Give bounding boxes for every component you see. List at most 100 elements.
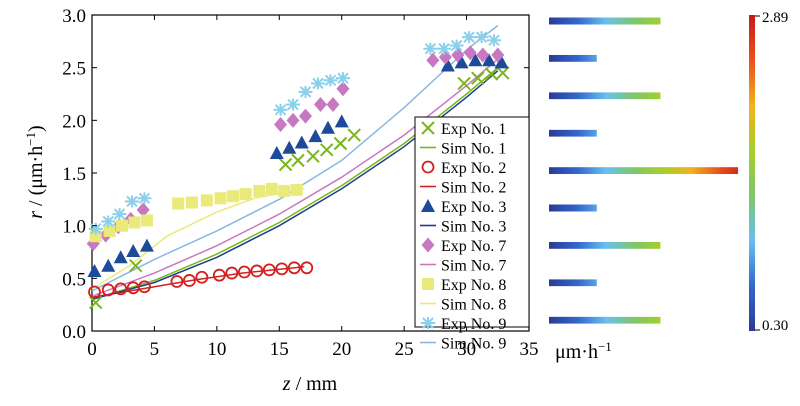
x-tick-label: 15 bbox=[270, 339, 289, 360]
data-point-exp-no-1-stroke-b bbox=[291, 153, 305, 168]
data-point-exp-no-9 bbox=[323, 74, 338, 87]
legend: Exp No. 1 Sim No. 1 Exp No. 2 Sim No. 2 Exp … bbox=[414, 116, 530, 353]
legend-label-exp-no-8: Exp No. 8 bbox=[441, 277, 506, 294]
data-point-exp-no-9 bbox=[449, 39, 464, 52]
data-point-exp-no-1 bbox=[128, 258, 143, 273]
data-point-exp-no-1 bbox=[278, 157, 293, 172]
data-point-exp-no-1-stroke-b bbox=[320, 143, 334, 157]
axis-ticks: 0 5 10 15 20 25 30 35 0.0 0.5 1.0 1.5 2.0 2.5 3.0 bbox=[62, 6, 538, 360]
data-point-exp-no-3 bbox=[126, 243, 141, 257]
data-point-exp-no-3 bbox=[320, 120, 335, 134]
data-point-exp-no-9 bbox=[286, 98, 301, 111]
data-point-exp-no-7 bbox=[426, 52, 440, 68]
data-point-exp-no-8 bbox=[172, 197, 185, 210]
data-point-exp-no-9 bbox=[335, 72, 350, 85]
data-point-exp-no-3 bbox=[482, 53, 497, 67]
data-point-exp-no-3 bbox=[282, 140, 297, 154]
data-point-exp-no-3 bbox=[454, 55, 469, 69]
data-point-exp-no-9 bbox=[112, 208, 127, 221]
data-point-exp-no-7 bbox=[274, 117, 288, 133]
colorbar-unit: μm·h−1 bbox=[555, 339, 612, 364]
gradient-bar bbox=[549, 17, 661, 25]
data-point-exp-no-2 bbox=[138, 280, 151, 294]
gradient-bar bbox=[549, 167, 739, 175]
data-point-exp-no-3 bbox=[468, 53, 483, 67]
x-axis-label: z / mm bbox=[282, 373, 338, 395]
data-point-exp-no-9 bbox=[137, 192, 152, 205]
data-point-exp-no-1-stroke-b bbox=[484, 67, 499, 81]
data-point-exp-no-7 bbox=[136, 202, 150, 218]
y-axis-unit-close: ) bbox=[25, 125, 47, 132]
data-point-exp-no-9 bbox=[88, 222, 103, 235]
gradient-bar bbox=[549, 129, 597, 137]
y-tick-label: 1.5 bbox=[62, 164, 86, 185]
data-point-exp-no-2 bbox=[101, 283, 115, 297]
y-tick-label: 2.0 bbox=[62, 111, 86, 132]
data-point-exp-no-1 bbox=[457, 76, 471, 91]
data-point-exp-no-3 bbox=[308, 129, 323, 143]
data-point-exp-no-9 bbox=[124, 195, 139, 208]
gradient-bar bbox=[549, 92, 661, 100]
data-point-exp-no-2 bbox=[114, 282, 128, 296]
legend-marker-exp-no-2 bbox=[421, 160, 435, 174]
data-point-exp-no-8 bbox=[140, 214, 153, 227]
legend-items: Exp No. 1 Sim No. 1 Exp No. 2 Sim No. 2 Exp … bbox=[420, 121, 506, 353]
data-point-exp-no-8 bbox=[253, 184, 266, 197]
x-tick-label: 35 bbox=[520, 339, 539, 360]
data-point-exp-no-1 bbox=[484, 67, 499, 81]
data-point-exp-no-2 bbox=[182, 274, 196, 287]
series-line-sim-no-1 bbox=[91, 67, 499, 301]
y-tick-label: 0.0 bbox=[62, 322, 86, 343]
data-point-exp-no-3 bbox=[87, 263, 102, 277]
data-point-exp-no-7 bbox=[451, 47, 465, 63]
legend-label-exp-no-3: Exp No. 3 bbox=[441, 199, 506, 216]
data-point-exp-no-1-stroke-b bbox=[347, 128, 361, 142]
data-point-exp-no-2 bbox=[237, 265, 251, 279]
x-axis-var: z bbox=[282, 373, 291, 395]
data-point-exp-no-9 bbox=[298, 85, 313, 98]
data-point-exp-no-7 bbox=[286, 112, 300, 128]
y-tick-label: 2.5 bbox=[62, 59, 86, 80]
data-point-exp-no-7 bbox=[326, 97, 340, 113]
colorbar: 2.89 0.30 μm·h−1 bbox=[555, 10, 788, 363]
data-point-exp-no-3 bbox=[440, 58, 455, 72]
data-point-exp-no-2 bbox=[275, 262, 289, 276]
data-point-exp-no-1 bbox=[320, 143, 334, 157]
data-point-exp-no-2 bbox=[300, 261, 314, 275]
data-point-exp-no-8 bbox=[265, 182, 278, 195]
data-point-exp-no-3 bbox=[269, 145, 284, 159]
x-tick-label: 30 bbox=[457, 339, 476, 360]
x-tick-label: 0 bbox=[87, 339, 97, 360]
series-line-sim-no-7 bbox=[91, 58, 499, 297]
gradient-bar bbox=[549, 241, 661, 249]
legend-label-sim-no-9: Sim No. 9 bbox=[441, 336, 506, 353]
data-point-exp-no-1-stroke-b bbox=[333, 136, 348, 151]
colorbar-unit-exponent: −1 bbox=[598, 339, 612, 354]
data-point-exp-no-1-stroke-b bbox=[496, 66, 510, 80]
data-point-exp-no-8 bbox=[185, 196, 198, 209]
data-point-exp-no-8 bbox=[200, 194, 213, 207]
data-point-exp-no-3 bbox=[101, 258, 116, 272]
plot-area: 0 5 10 15 20 25 30 35 0.0 0.5 1.0 1.5 2.0 2.5 3.0 bbox=[62, 6, 538, 360]
data-point-exp-no-9 bbox=[437, 42, 452, 55]
x-tick-label: 25 bbox=[395, 339, 414, 360]
data-point-exp-no-7 bbox=[313, 97, 327, 113]
data-point-exp-no-1 bbox=[333, 136, 348, 151]
data-point-exp-no-9 bbox=[474, 31, 489, 44]
data-point-exp-no-8 bbox=[103, 224, 116, 237]
data-point-exp-no-7 bbox=[299, 108, 313, 124]
data-point-exp-no-2 bbox=[262, 263, 276, 277]
legend-marker-exp-no-8 bbox=[422, 278, 434, 290]
gradient-bar bbox=[549, 279, 597, 287]
data-point-exp-no-3 bbox=[494, 55, 509, 69]
legend-label-exp-no-2: Exp No. 2 bbox=[441, 160, 506, 177]
data-point-exp-no-1 bbox=[347, 128, 361, 142]
data-point-exp-no-9 bbox=[310, 77, 325, 90]
data-point-exp-no-3 bbox=[334, 114, 349, 128]
legend-marker-exp-no-1 bbox=[421, 121, 435, 135]
data-point-exp-no-2 bbox=[88, 285, 101, 299]
colorbar-max-label: 2.89 bbox=[762, 10, 788, 26]
data-point-exp-no-1 bbox=[89, 295, 103, 310]
